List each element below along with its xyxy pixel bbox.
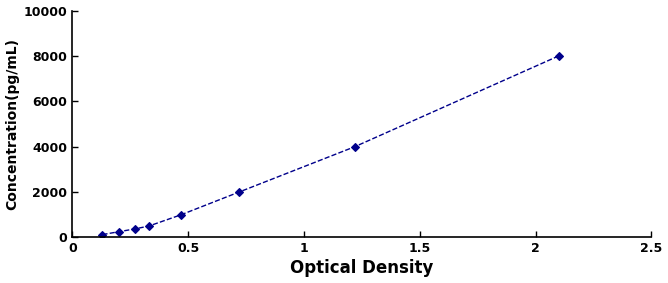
Y-axis label: Concentration(pg/mL): Concentration(pg/mL)	[5, 38, 19, 210]
X-axis label: Optical Density: Optical Density	[290, 260, 434, 277]
